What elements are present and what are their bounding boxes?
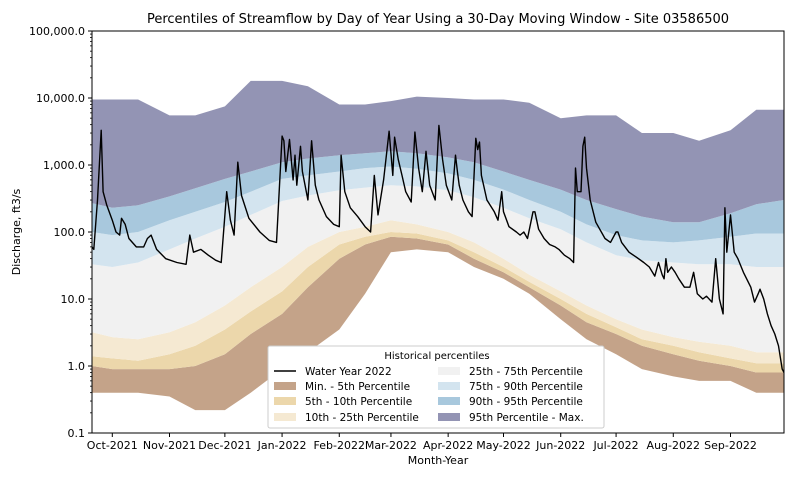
x-tick-label: Dec-2021: [198, 439, 251, 452]
legend-swatch-p05_p10: [274, 397, 296, 405]
x-axis-label: Month-Year: [408, 454, 469, 467]
legend-label-p25_p75: 25th - 75th Percentile: [469, 366, 583, 378]
x-tick-label: Mar-2022: [365, 439, 417, 452]
water-year-line-layer: [92, 124, 784, 373]
legend-swatch-p25_p75: [438, 367, 460, 375]
y-tick-label: 100,000.0: [29, 25, 85, 38]
legend-swatch-min_p05: [274, 382, 296, 390]
y-tick-label: 10.0: [61, 293, 86, 306]
y-axis-label: Discharge, ft3/s: [10, 188, 23, 275]
x-tick-label: Apr-2022: [423, 439, 473, 452]
x-tick-label: Jul-2022: [592, 439, 638, 452]
legend-label-p95_max: 95th Percentile - Max.: [469, 412, 584, 424]
legend-label-wy: Water Year 2022: [305, 366, 392, 378]
x-tick-label: Sep-2022: [704, 439, 757, 452]
legend-frame: [267, 345, 605, 429]
water-year-2022-line: [92, 124, 784, 373]
band-min_p05: [92, 236, 784, 411]
x-tick-label: Feb-2022: [314, 439, 365, 452]
legend: Historical percentiles Water Year 2022 Mi…: [267, 345, 605, 429]
legend-swatch-p75_p90: [438, 382, 460, 390]
y-tick-label: 0.1: [68, 427, 86, 440]
band-p25_p75: [92, 185, 784, 353]
legend-swatch-p95_max: [438, 413, 460, 421]
axes-layer: 0.1 1.0 10.0 100.0 1,000.0 10,000.0 100,000.0 O…: [29, 25, 785, 452]
x-tick-label: Jun-2022: [535, 439, 585, 452]
y-tick-label: 100.0: [54, 226, 86, 239]
chart-title: Percentiles of Streamflow by Day of Year…: [147, 12, 729, 27]
legend-label-p90_p95: 90th - 95th Percentile: [469, 396, 583, 408]
y-tick-label: 1,000.0: [43, 159, 85, 172]
band-p05_p10: [92, 232, 784, 373]
band-p10_p25: [92, 220, 784, 364]
legend-label-min_p05: Min. - 5th Percentile: [305, 381, 410, 393]
legend-title: Historical percentiles: [384, 351, 489, 362]
legend-label-p75_p90: 75th - 90th Percentile: [469, 381, 583, 393]
legend-swatch-p10_p25: [274, 413, 296, 421]
x-tick-label: Oct-2021: [87, 439, 138, 452]
x-tick-label: Jan-2022: [257, 439, 307, 452]
legend-label-p10_p25: 10th - 25th Percentile: [305, 412, 419, 424]
legend-swatch-p90_p95: [438, 397, 460, 405]
x-tick-label: Nov-2021: [143, 439, 196, 452]
y-tick-label: 1.0: [68, 360, 86, 373]
band-p90_p95: [92, 151, 784, 243]
x-tick-label: Aug-2022: [647, 439, 700, 452]
y-tick-label: 10,000.0: [36, 92, 85, 105]
x-tick-label: May-2022: [476, 439, 531, 452]
legend-label-p05_p10: 5th - 10th Percentile: [305, 396, 412, 408]
